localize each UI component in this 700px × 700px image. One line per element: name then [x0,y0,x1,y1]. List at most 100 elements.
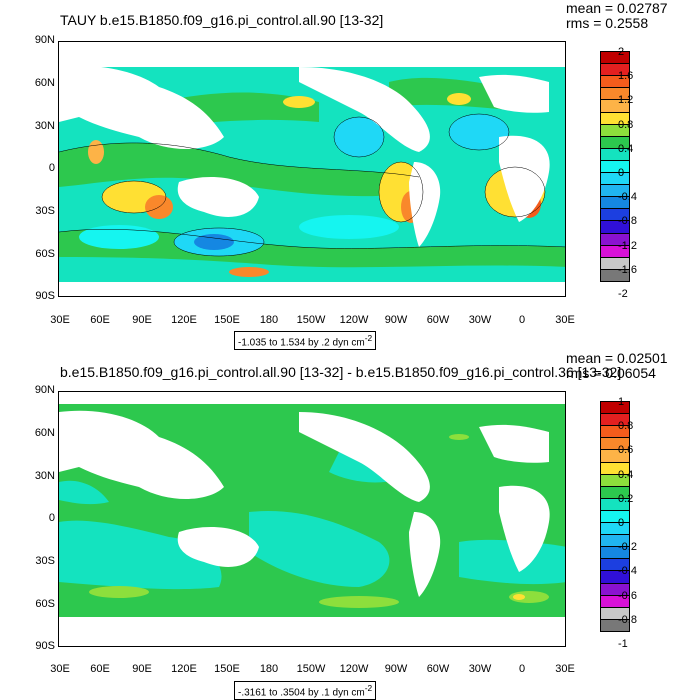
land-south-america [409,162,441,247]
lon-label: 150W [296,314,326,326]
lat-label: 0 [48,162,55,174]
lon-label: 90E [132,314,152,326]
panel1-contours [59,113,565,257]
lon-label: 60W [426,314,450,326]
colorbar-tick-label: 2 [618,46,625,58]
colorbar-tick-label: 1.2 [618,94,634,107]
colorbar-tick-label: -0.6 [618,589,637,602]
lat-label: 60N [34,427,55,439]
land-arctic [59,42,565,67]
colorbar-tick-label: -1.6 [618,263,637,276]
panel1-field-cell [229,267,269,277]
top-map-panel: TAUY b.e15.B1850.f09_g16.pi_control.all.… [34,0,668,351]
lat-label: 30N [34,470,55,482]
panel2-colorbar [600,401,630,632]
panel1-colorbar [600,51,630,282]
lon-label: 30E [555,314,575,326]
lon-label: 60E [90,663,110,675]
colorbar-tick-label: 0.2 [618,492,634,505]
lat-label: 30N [34,120,55,132]
colorbar-tick-label: 0.8 [618,118,634,131]
colorbar-swatch [600,268,630,282]
land-antarctica [59,282,565,296]
panel1-title: TAUY b.e15.B1850.f09_g16.pi_control.all.… [60,12,384,28]
panel1-field-cell [283,96,315,108]
lon-label: 30E [50,663,70,675]
land-australia [177,527,259,567]
lat-label: 90N [34,34,55,46]
panel2-title: b.e15.B1850.f09_g16.pi_control.all.90 [1… [60,364,622,380]
lat-label: 60S [35,248,55,260]
lat-label: 30S [35,555,55,567]
panel1-mean: mean = 0.02787 [566,0,668,16]
lon-label: 30E [555,663,575,675]
land-asia [59,410,224,500]
land-africa [499,485,550,572]
land-asia [59,65,224,150]
lat-label: 60N [34,77,55,89]
colorbar-tick-label: 0 [618,167,625,180]
land-north-america [299,412,430,502]
panel2-range-label: -.3161 to .3504 by .1 dyn cm-2 [234,681,377,700]
land-antarctica [59,617,565,646]
colorbar-tick-label: 1.6 [618,70,634,83]
panel1-map-plot [58,41,566,297]
colorbar-tick-label: -0.4 [618,191,637,204]
land-north-america [299,67,430,152]
panel2-field-cell [319,596,399,608]
panel2-field-cell [59,480,109,505]
panel1-field-cell [447,93,471,105]
panel2-field-cell [89,586,149,598]
lon-label: 30W [468,663,492,675]
lon-label: 180 [259,663,279,675]
land-australia [177,177,259,217]
lat-label: 30S [35,205,55,217]
lon-label: 180 [259,314,279,326]
lat-label: 90N [34,384,55,396]
lat-label: 90S [35,290,55,302]
lon-label: 120W [339,314,369,326]
panel2-mean: mean = 0.02501 [566,350,668,366]
panel1-map-svg [59,42,565,296]
colorbar-tick-label: -2 [618,288,628,301]
lon-label: 120E [171,663,197,675]
lon-label: 90E [132,663,152,675]
colorbar-tick-label: -1 [618,638,628,651]
lon-label: 150W [296,663,326,675]
panel2-map-svg [59,392,565,646]
panel1-field-cell [449,114,509,150]
land-arctic [59,392,565,404]
panel1-field-cell [88,140,104,164]
colorbar-tick-label: 1 [618,396,625,408]
colorbar-tick-label: -0.8 [618,215,637,228]
panel2-map-plot [58,391,566,647]
lon-label: 120W [339,663,369,675]
lat-label: 90S [35,640,55,652]
lat-label: 0 [48,512,55,524]
lat-label: 60S [35,598,55,610]
colorbar-tick-label: 0.6 [618,444,634,457]
lon-label: 120E [171,314,197,326]
panel1-field-band [59,142,419,197]
land-south-america [409,512,441,597]
colorbar-tick-label: -0.2 [618,541,637,554]
colorbar-tick-label: 0 [618,517,625,530]
panel2-field-cell [449,434,469,440]
lon-label: 90W [384,663,408,675]
lon-label: 60W [426,663,450,675]
panel1-field-cell [194,234,234,250]
colorbar-tick-label: 0.8 [618,420,634,433]
lon-label: 30W [468,314,492,326]
panel2-field-cell [513,594,525,600]
colorbar-swatch [600,618,630,632]
lon-label: 90W [384,314,408,326]
land-europe [479,74,549,113]
colorbar-tick-label: -0.4 [618,565,637,578]
colorbar-tick-label: 0.4 [618,142,634,155]
lon-label: 0 [518,314,526,326]
lon-label: 150E [214,663,240,675]
panel1-field-cell [79,225,159,249]
panel1-range-label: -1.035 to 1.534 by .2 dyn cm-2 [234,331,377,351]
panel1-field-cell [299,215,399,239]
bottom-map-panel: b.e15.B1850.f09_g16.pi_control.all.90 [1… [0,350,700,700]
